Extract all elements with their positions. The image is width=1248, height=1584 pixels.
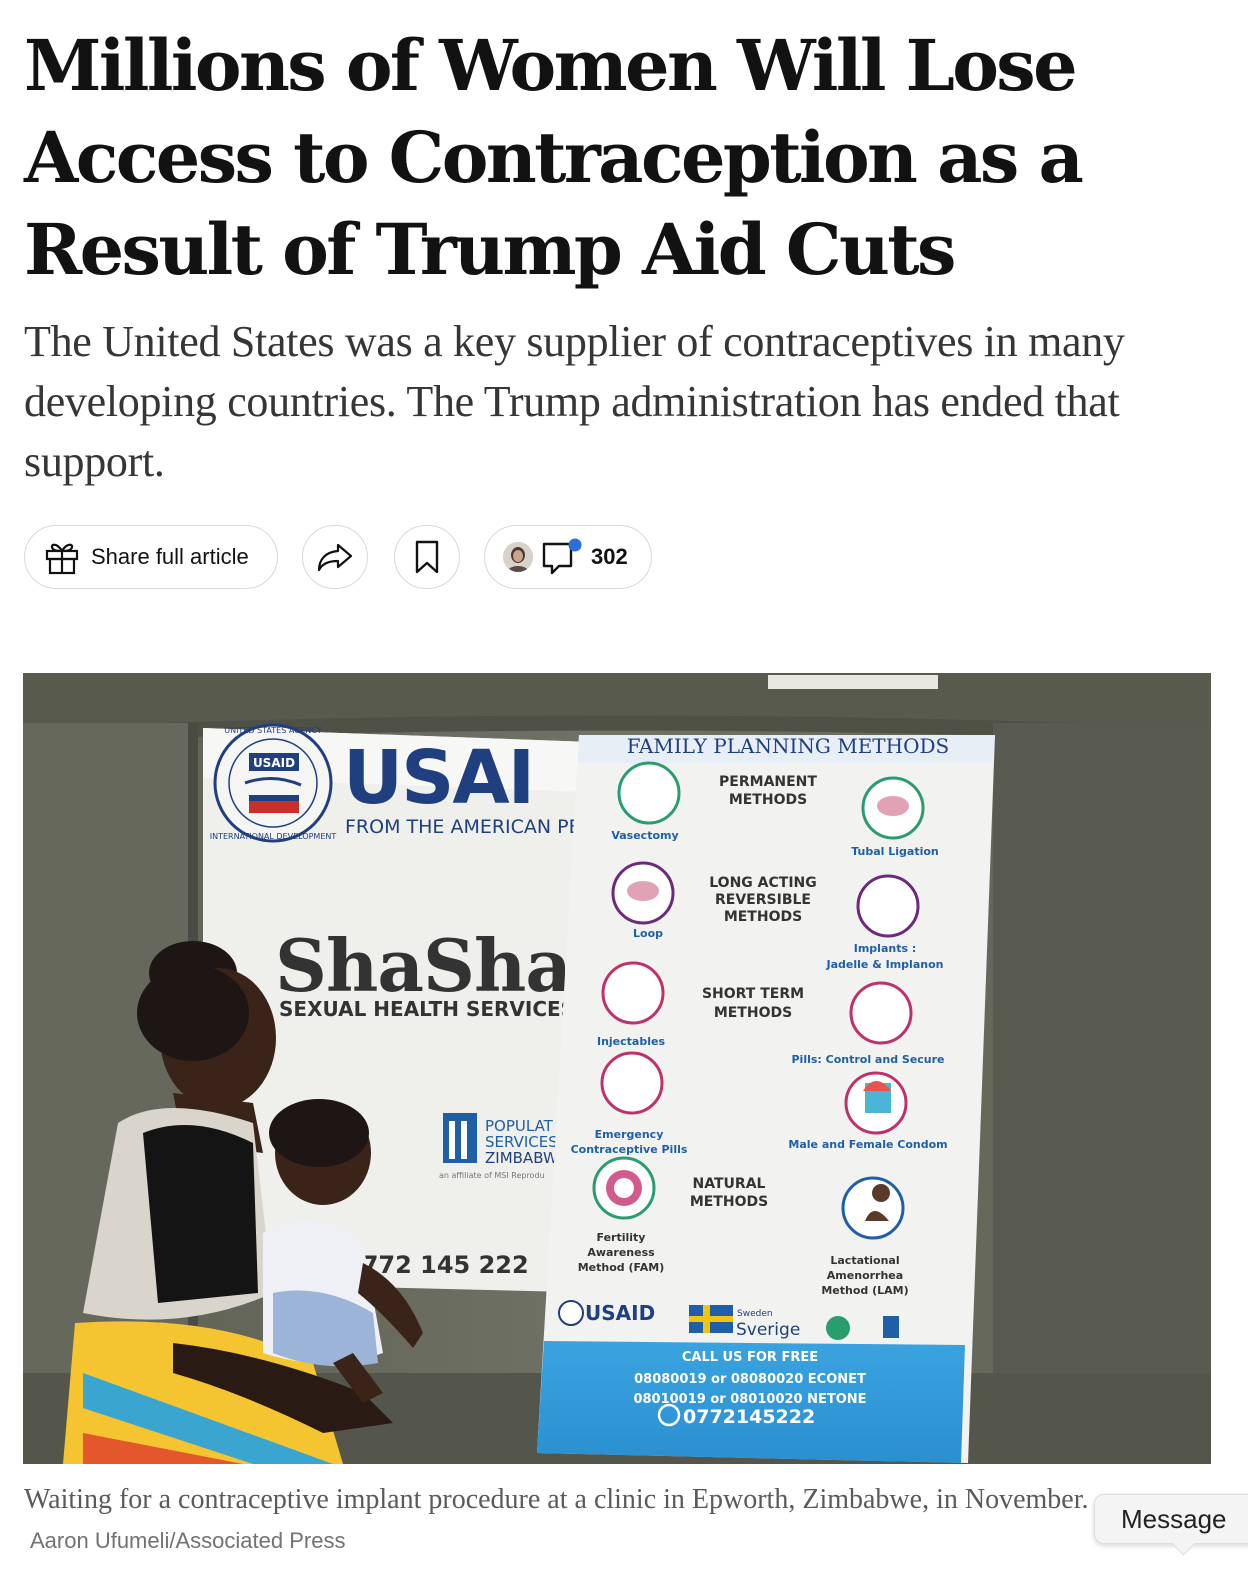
whatsapp-number: 0772145222 (683, 1406, 815, 1428)
headline: Millions of Women Will Lose Access to Co… (24, 24, 1084, 291)
usaid-wordmark: USAI (343, 735, 533, 821)
share-button[interactable] (302, 525, 368, 589)
message-button[interactable]: Message (1094, 1494, 1248, 1544)
gift-icon (43, 538, 81, 576)
condom-label: Male and Female Condom (788, 1138, 947, 1151)
seal-top-text: UNITED STATES AGENCY (224, 726, 322, 735)
econet-line: 08080019 or 08080020 ECONET (634, 1372, 866, 1387)
share-arrow-icon (316, 542, 354, 572)
call-free-text: CALL US FOR FREE (682, 1350, 818, 1365)
permanent-line-1: PERMANENT (719, 774, 817, 790)
sverige-text: Sverige (736, 1320, 800, 1340)
caption-text: Waiting for a contraceptive implant proc… (24, 1484, 1089, 1515)
lam-label-1: Lactational (830, 1254, 899, 1267)
sweden-small: Sweden (737, 1309, 773, 1319)
from-american-people: FROM THE AMERICAN PE (345, 816, 581, 838)
fam-label-1: Fertility (597, 1231, 646, 1244)
comment-bubble-icon (541, 538, 583, 576)
fam-label-2: Awareness (587, 1246, 655, 1259)
affiliate-text: an affiliate of MSI Reprodu (439, 1171, 545, 1180)
author-avatar (503, 542, 533, 572)
photo-caption: Waiting for a contraceptive implant proc… (24, 1480, 1104, 1561)
seal-usaid-text: USAID (253, 756, 295, 770)
vasectomy-label: Vasectomy (611, 829, 678, 842)
long-acting-line-1: LONG ACTING (709, 875, 816, 891)
lam-label-2: Amenorrhea (827, 1269, 903, 1282)
woman-with-child (63, 941, 423, 1464)
usaid-seal-icon: USAID UNITED STATES AGENCY INTERNATIONAL… (210, 723, 337, 843)
long-acting-line-2: REVERSIBLE (715, 892, 811, 908)
shasha-logo: ShaSha (275, 923, 571, 1008)
short-term-line-1: SHORT TERM (702, 986, 804, 1002)
short-term-line-2: METHODS (714, 1005, 792, 1021)
comments-button[interactable]: 302 (484, 525, 652, 589)
injectables-label: Injectables (597, 1035, 665, 1048)
long-acting-line-3: METHODS (724, 909, 802, 925)
share-full-article-label: Share full article (91, 544, 249, 569)
save-button[interactable] (394, 525, 460, 589)
natural-line-2: METHODS (690, 1194, 768, 1210)
implants-label-1: Implants : (854, 942, 917, 955)
comment-count: 302 (591, 544, 628, 569)
photo-credit: Aaron Ufumeli/Associated Press (30, 1528, 346, 1553)
fam-label-3: Method (FAM) (578, 1261, 665, 1274)
services-text: SERVICES (485, 1133, 558, 1151)
populat-text: POPULAT (485, 1117, 554, 1135)
emergency-label-1: Emergency (595, 1128, 664, 1141)
population-services-logo: POPULAT SERVICES ZIMBABW an affiliate of… (439, 1113, 558, 1180)
lam-label-3: Method (LAM) (821, 1284, 908, 1297)
natural-line-1: NATURAL (693, 1176, 766, 1192)
article-summary: The United States was a key supplier of … (24, 317, 1125, 486)
bookmark-icon (414, 539, 440, 575)
poster-usaid: USAID (585, 1301, 655, 1325)
permanent-line-2: METHODS (729, 792, 807, 808)
loop-label: Loop (633, 927, 663, 940)
emergency-label-2: Contraceptive Pills (571, 1143, 688, 1156)
whatsapp-icon (657, 1403, 681, 1427)
seal-bottom-text: INTERNATIONAL DEVELOPMENT (210, 832, 337, 841)
tubal-label: Tubal Ligation (851, 845, 939, 858)
zimbabwe-text: ZIMBABW (485, 1149, 558, 1167)
pills-label: Pills: Control and Secure (791, 1053, 944, 1066)
sexual-health-services: SEXUAL HEALTH SERVICES (279, 997, 575, 1021)
poster-header: FAMILY PLANNING METHODS (627, 734, 949, 758)
share-full-article-button[interactable]: Share full article (24, 525, 278, 589)
lead-photo: USAID UNITED STATES AGENCY INTERNATIONAL… (23, 673, 1211, 1464)
netone-line: 08010019 or 08010020 NETONE (633, 1392, 866, 1407)
implants-label-2: Jadelle & Implanon (826, 958, 944, 971)
